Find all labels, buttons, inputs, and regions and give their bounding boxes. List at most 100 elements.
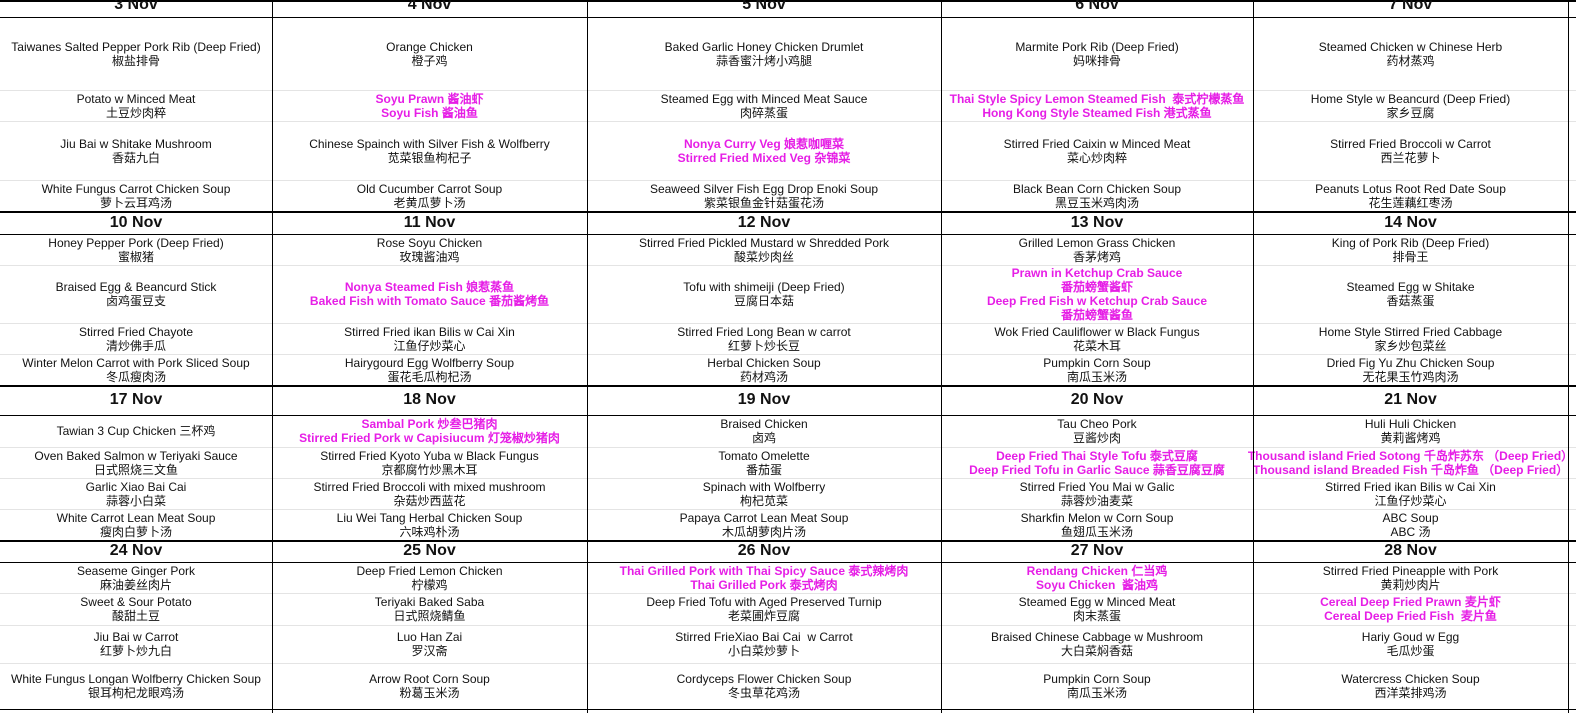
dish-text: 冬虫草花鸡汤 [727,686,800,700]
dish-cell: Wok Fried Cauliflower w Black Fungus 花菜木耳 [941,323,1253,354]
dish-text: 药材鸡汤 [739,369,788,384]
dish-text: Tofu with shimeiji (Deep Fried) [683,280,845,294]
dish-cell: Stirred Fried Pineapple with Pork 黄莉炒肉片 [1253,562,1568,593]
dish-cell: Seaseme Ginger Pork 麻油姜丝肉片 [0,562,272,593]
dish-text: 黄莉炒肉片 [1380,577,1441,592]
dish-cell: Rendang Chicken 仁当鸡 Soyu Chicken 酱油鸡 [941,562,1253,593]
day-date: 21 Nov [1384,391,1437,408]
dish-text: 京都腐竹炒黑木耳 [381,462,478,477]
row-divider [0,121,1576,122]
dish-text: 鱼翅瓜玉米汤 [1060,524,1133,539]
dish-cell: Black Bean Corn Chicken Soup 黑豆玉米鸡肉汤 [941,180,1253,211]
day-date: 4 Nov [407,0,452,13]
dish-text: 家乡豆腐 [1386,105,1435,120]
dish-text: 菜心炒肉粹 [1066,150,1127,165]
dish-cell: ABC Soup ABC 汤 [1253,509,1568,540]
dish-cell: Dried Fig Yu Zhu Chicken Soup 无花果玉竹鸡肉汤 [1253,354,1568,385]
dish-text: 六味鸡朴汤 [399,524,460,539]
dish-text: 花生莲藕红枣汤 [1368,195,1453,210]
dish-cell: Home Style w Beancurd (Deep Fried) 家乡豆腐 [1253,90,1568,121]
dish-text: 排骨王 [1392,249,1429,264]
dish-text: Cordyceps Flower Chicken Soup [676,672,852,686]
dish-text: 木瓜胡萝肉片汤 [721,524,806,539]
dish-text: 毛瓜炒蛋 [1386,644,1435,658]
dish-cell: Nonya Curry Veg 娘惹咖喱菜 Stirred Fried Mixed… [587,121,941,180]
day-date: 26 Nov [737,542,791,559]
dish-text: 西洋菜排鸡汤 [1374,686,1447,700]
dish-text: 小白菜炒萝卜 [727,644,800,658]
row-divider [0,265,1576,266]
dish-text: Pumpkin Corn Soup [1043,355,1151,370]
dish-text: 蒜香蜜汁烤小鸡腿 [715,53,812,68]
dish-text: Braised Egg & Beancurd Stick [55,280,217,294]
dish-text: 银耳枸杞龙眼鸡汤 [87,686,184,700]
dish-cell: Nonya Steamed Fish 娘惹蒸鱼 Baked Fish with T… [272,265,587,323]
dish-text: Huli Huli Chicken [1364,417,1457,431]
dish-text: Rendang Chicken 仁当鸡 [1026,563,1168,578]
dish-text: 日式照烧鲭鱼 [393,609,466,623]
dish-text: 江鱼仔炒菜心 [393,338,466,353]
dish-cell: Teriyaki Baked Saba 日式照烧鲭鱼 [272,593,587,625]
dish-text: Black Bean Corn Chicken Soup [1012,181,1182,196]
dish-text: 罗汉斋 [411,644,448,658]
dish-cell: Winter Melon Carrot with Pork Sliced Sou… [0,354,272,385]
dish-text: Stirred Fried ikan Bilis w Cai Xin [344,324,515,339]
dish-text: Wok Fried Cauliflower w Black Fungus [994,324,1200,339]
dish-text: Thai Grilled Pork with Thai Spicy Sauce … [619,563,909,578]
dish-text: 日式照烧三文鱼 [93,462,178,477]
dish-text: 江鱼仔炒菜心 [1374,493,1447,508]
dish-cell: White Fungus Longan Wolfberry Chicken So… [0,663,272,709]
day-date: 20 Nov [1070,391,1124,408]
dish-text: 黄莉酱烤鸡 [1380,431,1441,445]
dish-text: Thousand island Breaded Fish 千岛炸鱼 （Deep … [1252,462,1569,477]
day-date: 17 Nov [109,391,163,408]
dish-cell: Old Cucumber Carrot Soup 老黄瓜萝卜汤 [272,180,587,211]
dish-text: 老菜圃炸豆腐 [727,609,800,623]
dish-text: Grilled Lemon Grass Chicken [1018,235,1176,250]
dish-cell: Steamed Egg w Shitake 香菇蒸蛋 [1253,265,1568,323]
column-border [272,0,273,713]
dish-cell: Huli Huli Chicken 黄莉酱烤鸡 [1253,415,1568,447]
dish-cell: Steamed Egg w Minced Meat 肉末蒸蛋 [941,593,1253,625]
dish-text: 瘦肉白萝卜汤 [99,524,172,539]
dish-text: White Fungus Longan Wolfberry Chicken So… [11,672,261,686]
dish-text: 家乡炒包菜丝 [1374,338,1447,353]
dish-cell: Watercress Chicken Soup 西洋菜排鸡汤 [1253,663,1568,709]
dish-text: 杂菇炒西蓝花 [393,493,466,508]
dish-text: Winter Melon Carrot with Pork Sliced Sou… [22,355,250,370]
dish-cell: Jiu Bai w Shitake Mushroom 香菇九白 [0,121,272,180]
dish-cell: Stirred Fried ikan Bilis w Cai Xin 江鱼仔炒菜心 [1253,478,1568,509]
dish-text: 妈咪排骨 [1072,53,1121,68]
dish-cell: Tawian 3 Cup Chicken 三杯鸡 [0,415,272,447]
dish-text: 花菜木耳 [1072,338,1121,353]
dish-text: 萝卜云耳鸡汤 [99,195,172,210]
row-divider [0,447,1576,448]
dish-text: Soyu Fish 酱油鱼 [381,105,478,120]
dish-cell: Pumpkin Corn Soup 南瓜玉米汤 [941,354,1253,385]
dish-text: Luo Han Zai [396,630,463,644]
row-divider [0,354,1576,355]
dish-text: Stirred Fried Pineapple with Pork [1322,563,1499,578]
dish-text: 清炒佛手瓜 [105,338,166,353]
dish-text: Honey Pepper Pork (Deep Fried) [48,235,224,250]
dish-text: King of Pork Rib (Deep Fried) [1331,235,1490,250]
day-date: 14 Nov [1384,213,1437,231]
dish-text: Old Cucumber Carrot Soup [356,181,503,196]
dish-cell: King of Pork Rib (Deep Fried) 排骨王 [1253,234,1568,265]
dish-text: White Carrot Lean Meat Soup [56,510,216,525]
dish-text: Jiu Bai w Carrot [93,630,179,644]
dish-text: Stirred Fried Chayote [78,324,194,339]
dish-cell: White Carrot Lean Meat Soup 瘦肉白萝卜汤 [0,509,272,540]
dish-text: 肉碎蒸蛋 [739,105,788,120]
dish-cell: Spinach with Wolfberry 枸杞苋菜 [587,478,941,509]
dish-text: Dried Fig Yu Zhu Chicken Soup [1326,355,1495,370]
dish-text: Steamed Egg with Minced Meat Sauce [660,91,868,106]
dish-text: Watercress Chicken Soup [1341,672,1480,686]
dish-text: Hairygourd Egg Wolfberry Soup [344,355,515,370]
dish-cell: Hariy Goud w Egg 毛瓜炒蛋 [1253,625,1568,663]
dish-cell: Liu Wei Tang Herbal Chicken Soup 六味鸡朴汤 [272,509,587,540]
dish-cell: Prawn in Ketchup Crab Sauce 番茄螃蟹酱虾 Deep Fr… [941,265,1253,323]
week-border [0,211,1576,213]
header-border [0,415,1576,416]
day-date: 18 Nov [403,391,456,408]
